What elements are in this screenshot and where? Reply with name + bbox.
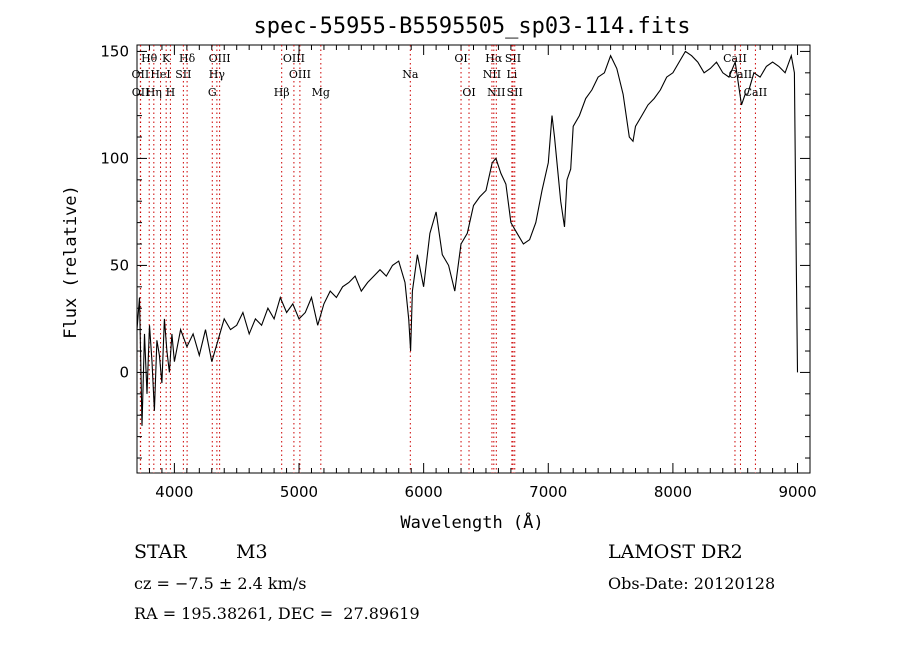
x-tick-label-5: 9000 — [778, 483, 816, 501]
x-tick-label-4: 8000 — [654, 483, 692, 501]
marker-label-24: OI — [462, 86, 475, 99]
marker-label-10: HeI — [150, 68, 170, 81]
marker-label-26: SII — [507, 86, 523, 99]
y-axis-label: Flux (relative) — [61, 185, 81, 339]
marker-label-12: Hγ — [209, 68, 226, 81]
object-subclass: M3 — [236, 541, 268, 563]
marker-label-18: OII — [132, 86, 150, 99]
marker-label-22: Hβ — [274, 86, 290, 99]
x-tick-label-3: 7000 — [529, 483, 567, 501]
marker-label-23: Mg — [312, 86, 330, 99]
spectrum-series-line — [136, 50, 799, 426]
x-tick-label-1: 5000 — [280, 483, 318, 501]
marker-label-21: G — [208, 86, 217, 99]
y-tick-label-2: 100 — [100, 149, 129, 167]
marker-label-14: Na — [402, 68, 419, 81]
marker-label-11: SII — [175, 68, 191, 81]
redshift-value: cz = −7.5 ± 2.4 km/s — [134, 574, 307, 593]
marker-label-15: NII — [483, 68, 501, 81]
marker-label-0: Hθ — [141, 52, 158, 65]
marker-label-13: OIII — [289, 68, 311, 81]
y-tick-label-1: 50 — [110, 256, 129, 274]
observation-date: Obs-Date: 20120128 — [608, 574, 776, 593]
x-tick-label-0: 4000 — [155, 483, 193, 501]
marker-label-5: OI — [454, 52, 467, 65]
marker-label-19: Hη — [146, 86, 162, 99]
chart-title: spec-55955-B5595505_sp03-114.fits — [253, 14, 690, 39]
marker-label-2: Hδ — [179, 52, 196, 65]
marker-label-3: OIII — [209, 52, 231, 65]
marker-label-1: K — [162, 52, 171, 65]
x-tick-label-2: 6000 — [405, 483, 443, 501]
marker-label-16: Li — [506, 68, 517, 81]
survey-name: LAMOST DR2 — [608, 541, 743, 563]
object-class: STAR — [134, 541, 187, 563]
marker-label-9: OII — [132, 68, 150, 81]
marker-label-27: CaII — [744, 86, 768, 99]
x-axis-label: Wavelength (Å) — [400, 511, 543, 533]
y-tick-label-0: 0 — [119, 363, 129, 381]
marker-label-4: OIII — [283, 52, 305, 65]
coordinates: RA = 195.38261, DEC = 27.89619 — [134, 604, 420, 623]
axis-ticks: 4000 5000 6000 7000 8000 9000 0 50 100 150 — [100, 42, 816, 501]
marker-label-20: H — [166, 86, 176, 99]
marker-label-17: CaII — [729, 68, 753, 81]
y-tick-label-3: 150 — [100, 42, 129, 60]
plot-frame — [136, 44, 811, 474]
marker-label-6: Hα — [485, 52, 503, 65]
marker-label-25: NII — [487, 86, 505, 99]
marker-label-7: SII — [505, 52, 521, 65]
